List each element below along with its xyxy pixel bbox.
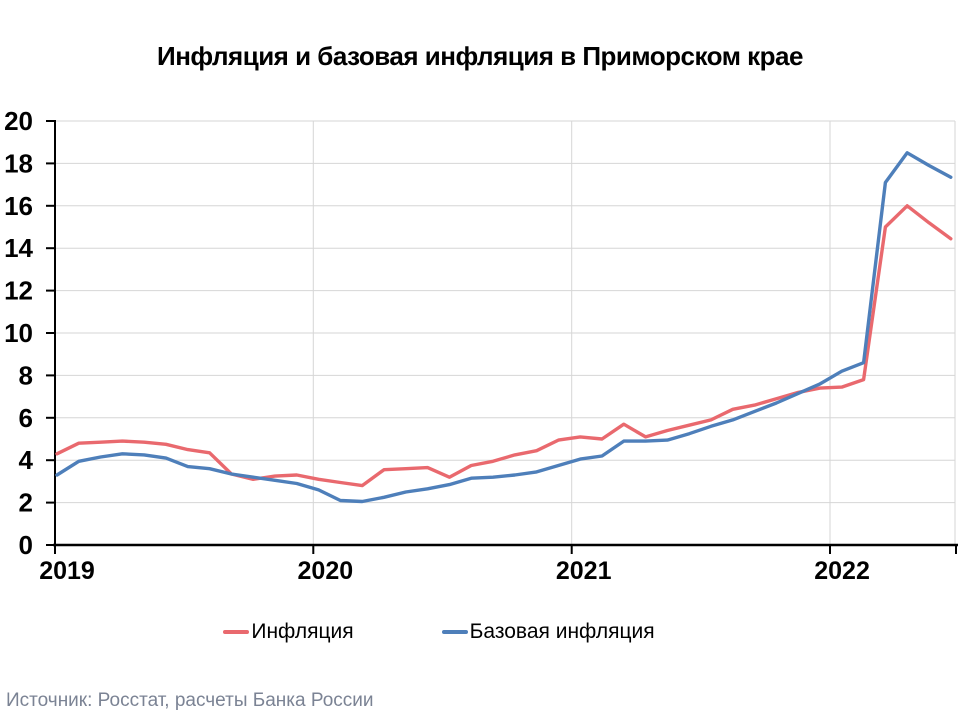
y-tick-label: 0 (19, 530, 33, 560)
y-tick-label: 12 (4, 276, 33, 306)
legend-label-core-inflation: Базовая инфляция (469, 620, 655, 643)
x-tick-label: 2020 (298, 557, 354, 585)
y-tick-label: 18 (4, 148, 33, 178)
y-tick-label: 4 (19, 445, 34, 475)
y-tick-label: 8 (19, 360, 33, 390)
x-tick-label: 2022 (814, 557, 870, 585)
y-tick-label: 10 (4, 318, 33, 348)
legend-marker-core-inflation (441, 630, 468, 634)
chart-legend: Инфляция Базовая инфляция (0, 620, 960, 644)
source-note: Источник: Росстат, расчеты Банка России (6, 690, 374, 711)
core-inflation-line (55, 151, 953, 504)
y-tick-label: 14 (4, 233, 33, 263)
legend-item-inflation: Инфляция (223, 620, 354, 644)
chart-title: Инфляция и базовая инфляция в Приморском… (157, 41, 803, 71)
y-tick-label: 6 (19, 403, 33, 433)
legend-label-inflation: Инфляция (251, 620, 354, 643)
x-tick-label: 2019 (39, 557, 95, 585)
x-tick-label: 2021 (556, 557, 612, 585)
y-tick-label: 20 (4, 106, 33, 136)
legend-marker-inflation (223, 630, 250, 634)
legend-item-core-inflation: Базовая инфляция (441, 620, 655, 644)
y-tick-label: 2 (19, 488, 33, 518)
y-tick-label: 16 (4, 191, 33, 221)
